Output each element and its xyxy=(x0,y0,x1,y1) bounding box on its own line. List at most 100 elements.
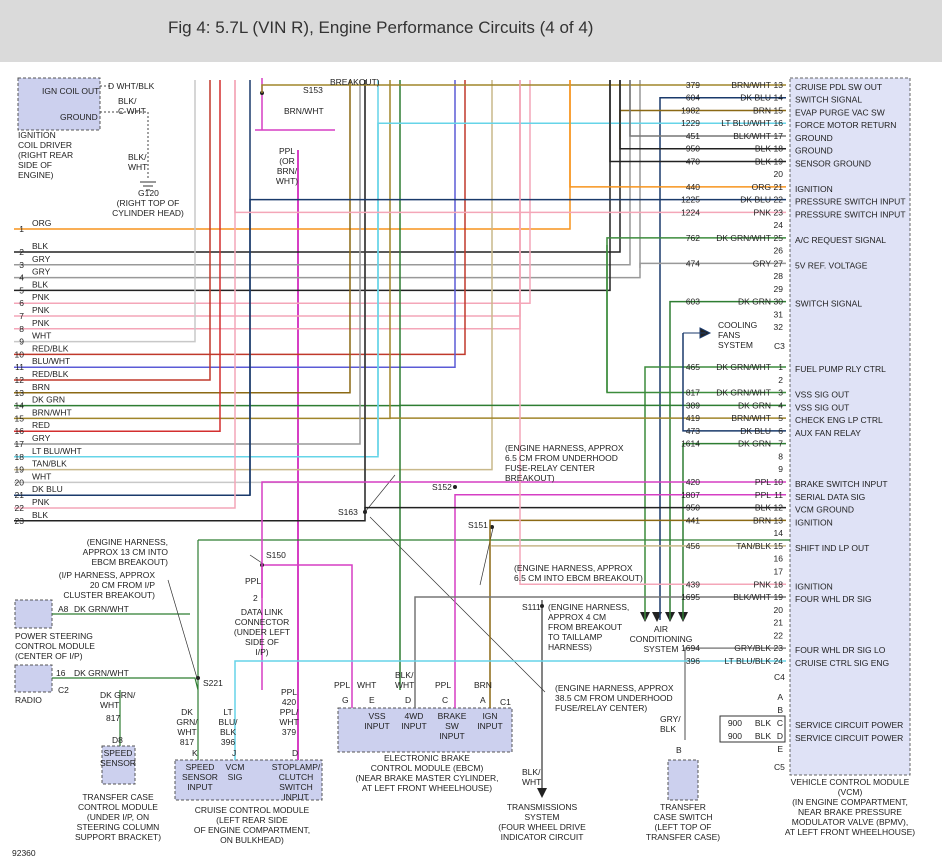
pin-function: FORCE MOTOR RETURN xyxy=(795,120,896,130)
label: GRY/ xyxy=(660,714,681,724)
wire xyxy=(684,647,786,740)
wire-color: GRY xyxy=(32,254,51,264)
wire xyxy=(14,80,366,522)
ground-wire xyxy=(100,85,149,180)
label: BLU/ xyxy=(219,717,239,727)
wire xyxy=(14,80,361,445)
label: FROM BREAKOUT xyxy=(548,622,622,632)
circuit-number: 439 xyxy=(686,579,700,589)
wire xyxy=(14,80,641,279)
circuit-number: 389 xyxy=(686,400,700,410)
wire-color: DK BLU xyxy=(740,195,771,205)
wire xyxy=(619,80,786,150)
label: (VCM) xyxy=(838,787,863,797)
label: 16 xyxy=(56,668,66,678)
shapes xyxy=(0,62,942,862)
pin-number: 15 xyxy=(15,413,25,423)
pin-number: 7 xyxy=(778,439,783,449)
label: STEERING COLUMN xyxy=(77,822,160,832)
wire xyxy=(609,80,786,163)
pin-number: 12 xyxy=(15,375,25,385)
circuit-number: 603 xyxy=(686,297,700,307)
circuit-number: 1695 xyxy=(681,592,700,602)
label: CONNECTOR xyxy=(235,617,290,627)
label: CONTROL MODULE (EBCM) xyxy=(371,763,484,773)
pin-function: FOUR WHL DR SIG xyxy=(795,594,872,604)
pin-number: 32 xyxy=(774,322,784,332)
pin-number: 15 xyxy=(774,541,784,551)
circuit-number: 1614 xyxy=(681,439,700,449)
label: AIR xyxy=(654,624,668,634)
label: 38.5 CM FROM UNDERHOOD xyxy=(555,693,673,703)
splice xyxy=(196,676,200,680)
label: IGN xyxy=(482,711,497,721)
label: D8 xyxy=(112,735,123,745)
circuit-number: 1982 xyxy=(681,105,700,115)
wire-color: DK GRN/WHT xyxy=(716,362,771,372)
wire-color: PPL xyxy=(755,477,771,487)
label: I/P) xyxy=(255,647,268,657)
label: INPUT xyxy=(364,721,390,731)
pin-number: 3 xyxy=(778,388,783,398)
label: CONTROL MODULE xyxy=(15,641,95,651)
pin-function: IGNITION xyxy=(795,517,833,527)
circuit-number: 441 xyxy=(686,515,700,525)
label: FUSE-RELAY CENTER xyxy=(505,463,595,473)
label: CASE SWITCH xyxy=(653,812,712,822)
label: 92360 xyxy=(12,848,36,858)
wire xyxy=(14,80,221,432)
wire xyxy=(489,519,786,708)
label: LT xyxy=(223,707,232,717)
pin-number: 9 xyxy=(778,464,783,474)
pin-function: SERIAL DATA SIG xyxy=(795,492,865,502)
circuit-number: 396 xyxy=(686,656,700,666)
label: SENSOR xyxy=(100,758,136,768)
circuit-number: 470 xyxy=(686,156,700,166)
speed-sensor-box xyxy=(101,745,136,785)
pin-number: 6 xyxy=(778,426,783,436)
wire-color: PNK xyxy=(32,318,50,328)
label: 2 xyxy=(253,593,258,603)
pin-number: 14 xyxy=(774,528,784,538)
label: DK GRN/WHT xyxy=(74,668,129,678)
wire-color: DK GRN/WHT xyxy=(716,233,771,243)
label: (ENGINE HARNESS, xyxy=(548,602,629,612)
wire-color: BLK xyxy=(32,510,48,520)
wire-color: RED xyxy=(32,420,50,430)
label: (LEFT REAR SIDE xyxy=(216,815,288,825)
label: DK GRN/WHT xyxy=(74,604,129,614)
pin-function: IGNITION xyxy=(795,184,833,194)
label: 4WD xyxy=(405,711,424,721)
label: (FOUR WHEEL DRIVE xyxy=(498,822,586,832)
pin-number: 31 xyxy=(774,309,784,319)
wire xyxy=(14,80,493,471)
label: PPL xyxy=(435,680,451,690)
pin-function: FUEL PUMP RLY CTRL xyxy=(795,364,886,374)
pin-function: PRESSURE SWITCH INPUT xyxy=(795,209,906,219)
circuit-number: 465 xyxy=(686,362,700,372)
circuit-number: 456 xyxy=(686,541,700,551)
pin-number: 17 xyxy=(774,131,784,141)
wire-color: TAN/BLK xyxy=(32,459,67,469)
pin-function: AUX FAN RELAY xyxy=(795,428,861,438)
label: GRN/ xyxy=(176,717,198,727)
wire-color: DK BLU xyxy=(32,484,63,494)
pin-number: B xyxy=(777,705,783,715)
pin-number: 3 xyxy=(19,260,24,270)
wire xyxy=(454,494,786,708)
splice xyxy=(490,525,494,529)
wire-color: BRN xyxy=(32,382,50,392)
label: BLK xyxy=(220,727,236,737)
label: S152 xyxy=(432,482,452,492)
label: BREAKOUT) xyxy=(505,473,555,483)
pin-function: IGNITION xyxy=(795,581,833,591)
pin-number: 19 xyxy=(774,592,784,602)
wire-color: BRN/WHT xyxy=(731,80,771,90)
wire-color: BLK xyxy=(755,156,771,166)
label: EBCM BREAKOUT) xyxy=(91,557,168,567)
pin-function: VSS SIG OUT xyxy=(795,402,849,412)
label: WHT xyxy=(128,162,147,172)
wire xyxy=(249,198,786,495)
label: TRANSFER xyxy=(660,802,706,812)
